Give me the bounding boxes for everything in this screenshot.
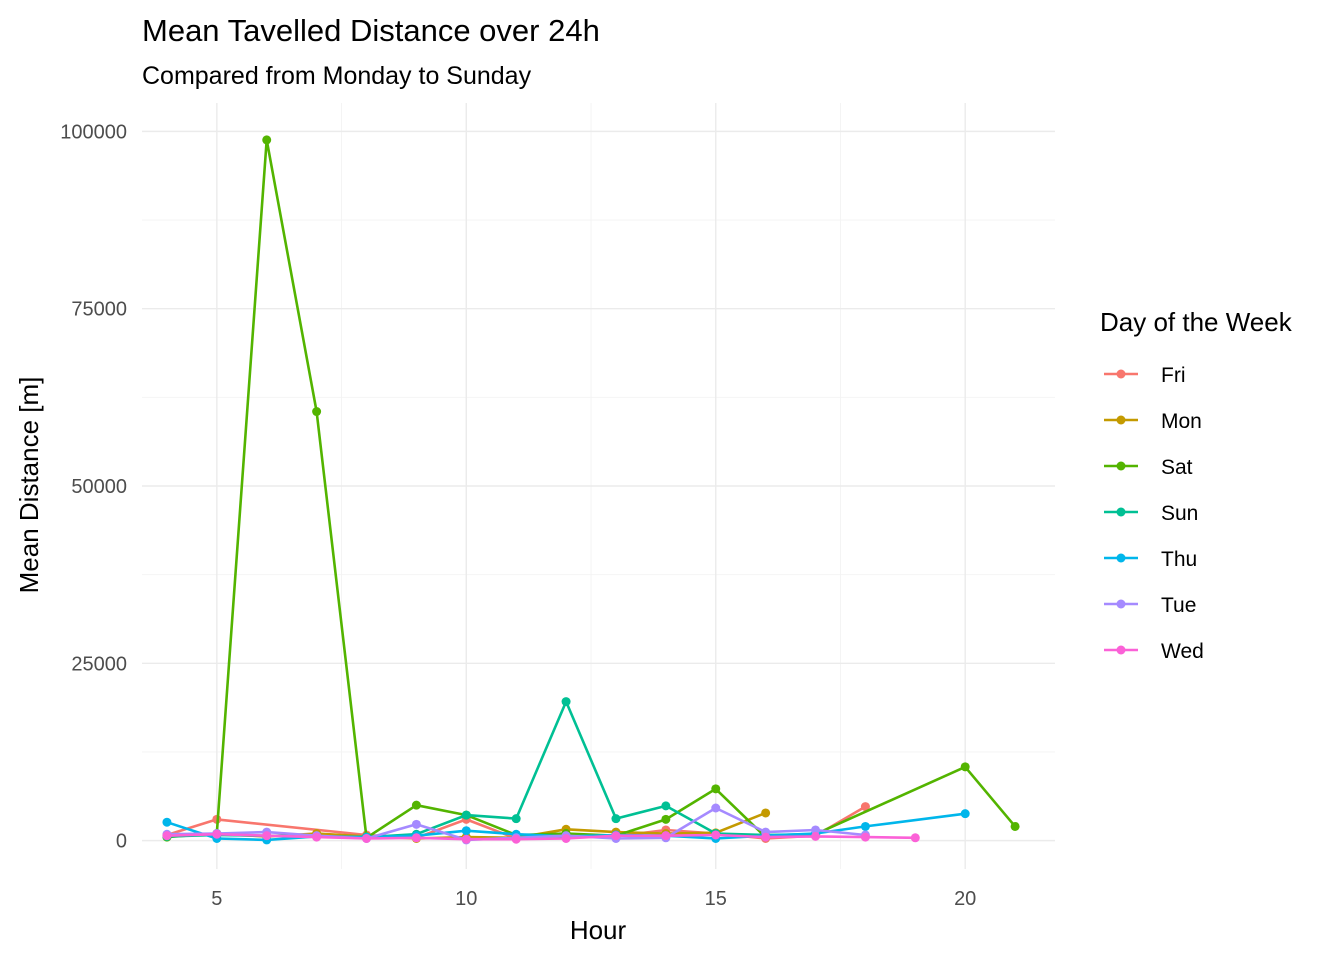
legend-item-thu: Thu (1104, 548, 1197, 571)
data-point (212, 829, 222, 839)
y-axis: 0 25000 50000 75000 100000 (60, 121, 127, 852)
legend-title: Day of the Week (1100, 307, 1293, 337)
data-point (711, 803, 721, 813)
legend-key-point (1116, 599, 1126, 609)
x-tick-label: 5 (211, 888, 222, 910)
data-point (711, 784, 721, 794)
data-point (761, 808, 771, 818)
data-point (661, 831, 671, 841)
data-point (960, 762, 970, 772)
legend-label: Fri (1161, 364, 1186, 387)
legend: Day of the Week Fri Mon Sat Sun Thu Tue Wed (1100, 307, 1293, 663)
series-line (166, 700, 816, 839)
y-tick-label: 50000 (71, 476, 127, 498)
data-point (511, 814, 521, 824)
data-point (1010, 821, 1020, 831)
legend-key-point (1116, 645, 1126, 655)
data-point (860, 832, 870, 842)
legend-items: Fri Mon Sat Sun Thu Tue Wed (1104, 364, 1204, 663)
data-point (711, 830, 721, 840)
x-tick-label: 10 (455, 888, 477, 910)
data-point (411, 800, 421, 810)
y-tick-label: 0 (116, 831, 127, 853)
legend-item-tue: Tue (1104, 594, 1196, 617)
x-axis: 5 10 15 20 (211, 888, 976, 910)
data-point (960, 809, 970, 819)
y-tick-label: 100000 (60, 121, 127, 143)
legend-key-point (1116, 461, 1126, 471)
data-point (860, 821, 870, 831)
data-point (411, 819, 421, 829)
data-point (661, 814, 671, 824)
data-point (461, 834, 471, 844)
legend-item-mon: Mon (1104, 410, 1202, 433)
chart-title: Mean Tavelled Distance over 24h (142, 13, 600, 48)
series-line (166, 832, 916, 841)
series-line (166, 812, 966, 842)
legend-item-sun: Sun (1104, 502, 1198, 525)
data-point (761, 832, 771, 842)
data-point (561, 697, 571, 707)
legend-label: Tue (1161, 594, 1196, 617)
data-point (162, 831, 172, 841)
legend-label: Wed (1161, 640, 1204, 663)
x-tick-label: 20 (954, 888, 976, 910)
grid (142, 103, 1055, 869)
series-wed (162, 829, 920, 844)
data-point (561, 834, 571, 844)
legend-key-point (1116, 415, 1126, 425)
legend-key-point (1116, 369, 1126, 379)
y-tick-label: 25000 (71, 653, 127, 675)
data-point (461, 810, 471, 820)
x-tick-label: 15 (705, 888, 727, 910)
legend-key-point (1116, 553, 1126, 563)
series-sun (162, 697, 821, 842)
legend-item-wed: Wed (1104, 640, 1204, 663)
data-point (811, 831, 821, 841)
data-point (811, 825, 821, 835)
legend-label: Sun (1161, 502, 1198, 525)
data-point (860, 802, 870, 812)
data-point (661, 801, 671, 811)
chart-subtitle: Compared from Monday to Sunday (142, 62, 532, 90)
data-point (312, 407, 322, 417)
plot-area (142, 103, 1055, 869)
data-point (461, 826, 471, 836)
data-point (411, 833, 421, 843)
x-axis-title: Hour (570, 915, 627, 945)
legend-key-point (1116, 507, 1126, 517)
data-point (511, 834, 521, 844)
data-point (362, 834, 372, 844)
legend-label: Sat (1161, 456, 1193, 479)
data-point (910, 833, 920, 843)
data-point (262, 831, 272, 841)
data-point (162, 817, 172, 827)
data-point (312, 832, 322, 842)
legend-item-sat: Sat (1104, 456, 1193, 479)
data-point (611, 831, 621, 841)
legend-label: Mon (1161, 410, 1202, 433)
series-layer (162, 135, 1020, 845)
data-point (262, 135, 272, 145)
y-axis-title: Mean Distance [m] (14, 377, 44, 594)
y-tick-label: 75000 (71, 299, 127, 321)
data-point (611, 814, 621, 824)
legend-item-fri: Fri (1104, 364, 1186, 387)
legend-label: Thu (1161, 548, 1197, 571)
